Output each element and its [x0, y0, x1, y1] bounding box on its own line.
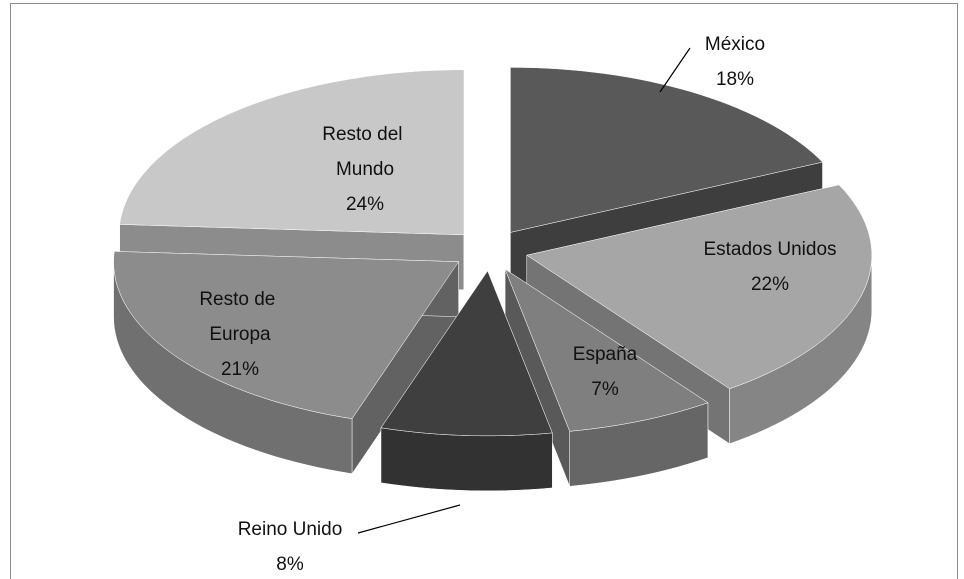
pie-slice [504, 268, 709, 487]
slice-label: Reino Unido [238, 519, 343, 540]
slice-label: Resto del Mundo [322, 124, 408, 180]
slice-label: España [573, 344, 638, 365]
slice-label: Estados Unidos [703, 239, 836, 260]
slice-top [504, 268, 709, 432]
leader-line [357, 504, 461, 534]
slice-top [119, 69, 465, 236]
slice-value-label: 22% [751, 274, 789, 295]
slice-value-label: 21% [221, 359, 259, 380]
slice-top [526, 184, 873, 389]
slice-top [113, 251, 460, 419]
slice-value-label: 24% [346, 194, 384, 215]
slice-value-label: 8% [276, 554, 304, 575]
pie-slice [113, 251, 460, 475]
slice-top [510, 67, 824, 233]
slice-label: Resto de Europa [199, 289, 280, 345]
slice-label: México [705, 34, 765, 55]
leader-line [659, 47, 691, 93]
pie-slice [380, 270, 553, 492]
slice-wall [380, 427, 553, 492]
slice-value-label: 7% [591, 379, 619, 400]
slice-top [380, 270, 553, 437]
slice-value-label: 18% [716, 69, 754, 90]
